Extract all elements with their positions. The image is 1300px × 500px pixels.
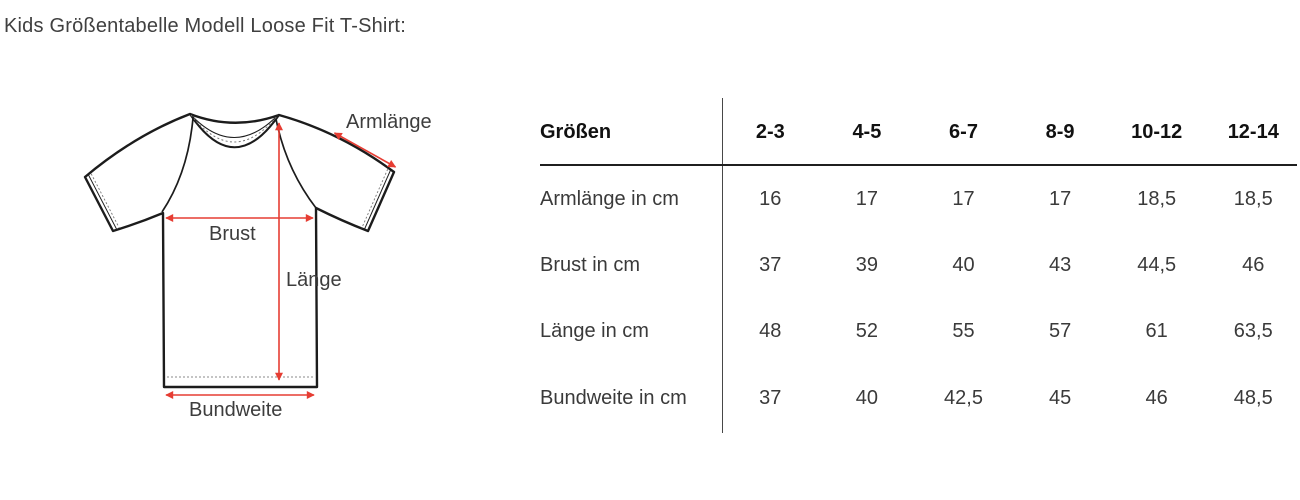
size-value-cell: 18,5	[1233, 187, 1273, 210]
left-armhole-seam	[161, 117, 194, 213]
collar-outer-line	[189, 113, 280, 149]
size-value-cell: 52	[855, 320, 879, 343]
right-cuff-stitch-dashed	[361, 169, 389, 229]
left-cuff-stitch	[88, 174, 118, 230]
size-value-cell: 43	[1048, 254, 1072, 277]
measurement-row-label: Länge in cm	[540, 320, 649, 343]
size-value-cell: 37	[759, 386, 782, 409]
brust-label: Brust	[209, 223, 256, 245]
bundweite-label: Bundweite	[189, 399, 283, 421]
size-value-cell: 18,5	[1137, 187, 1177, 210]
size-value-cell: 39	[855, 254, 879, 277]
size-value-cell: 37	[759, 254, 782, 277]
size-value-cell: 17	[855, 187, 879, 210]
right-cuff-stitch	[363, 170, 391, 230]
size-value-cell: 17	[952, 187, 975, 210]
measurement-row-label: Bundweite in cm	[540, 386, 687, 409]
tshirt-outline	[83, 112, 396, 389]
table-vertical-divider	[722, 98, 724, 433]
size-value-cell: 46	[1242, 254, 1265, 277]
collar-inner-line	[191, 115, 278, 138]
size-value-cell: 48,5	[1233, 386, 1273, 409]
measurement-row-label: Brust in cm	[540, 254, 641, 277]
table-header-groessen: Größen	[540, 120, 612, 143]
tshirt-diagram	[83, 112, 397, 399]
armlaenge-arrow	[333, 132, 397, 168]
size-value-cell: 40	[855, 386, 879, 409]
size-value-cell: 44,5	[1137, 254, 1177, 277]
table-header-underline	[540, 164, 1297, 166]
size-value-cell: 63,5	[1233, 320, 1273, 343]
size-value-cell: 17	[1048, 187, 1072, 210]
size-value-cell: 55	[952, 320, 975, 343]
collar-stitch-line	[190, 114, 279, 143]
size-value-cell: 48	[759, 320, 782, 343]
size-column-header: 6-7	[949, 120, 978, 143]
size-value-cell: 42,5	[944, 386, 983, 409]
size-column-header: 10-12	[1131, 120, 1183, 143]
size-column-header: 12-14	[1227, 120, 1279, 143]
measurement-row-label: Armlänge in cm	[540, 187, 679, 210]
page-title: Kids Größentabelle Modell Loose Fit T-Sh…	[4, 15, 406, 37]
size-column-header: 8-9	[1045, 120, 1075, 143]
laenge-label: Länge	[286, 269, 342, 291]
size-value-cell: 57	[1048, 320, 1072, 343]
armlaenge-label: Armlänge	[346, 111, 432, 133]
size-value-cell: 40	[952, 254, 975, 277]
size-value-cell: 16	[759, 187, 782, 210]
size-value-cell: 46	[1145, 386, 1168, 409]
size-column-header: 2-3	[755, 120, 785, 143]
size-value-cell: 45	[1048, 386, 1072, 409]
size-value-cell: 61	[1145, 320, 1168, 343]
size-column-header: 4-5	[852, 120, 882, 143]
size-table: Größen 2-3 4-5 6-7 8-9 10-12 12-14 Armlä…	[540, 98, 1300, 432]
